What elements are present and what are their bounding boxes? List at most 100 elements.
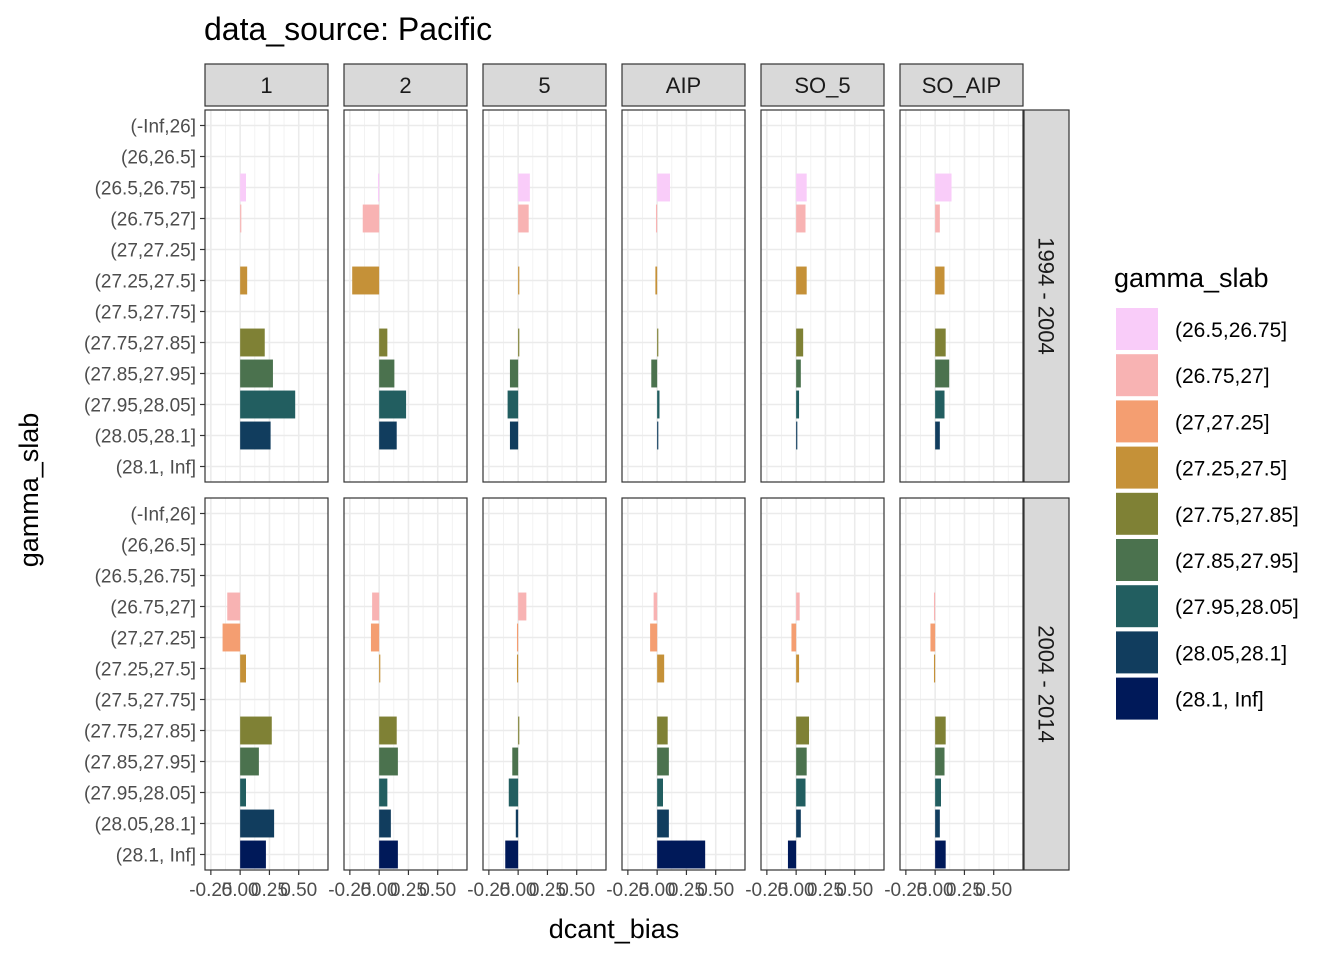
y-tick-label: (28.05,28.1] xyxy=(95,427,196,448)
x-tick-label: -0.25 xyxy=(745,880,788,901)
bar-(26.75,27] xyxy=(796,592,800,621)
bar-(27,27.25] xyxy=(222,623,241,652)
legend-label: (28.05,28.1] xyxy=(1175,642,1287,665)
panel-background xyxy=(761,110,884,482)
panel-border xyxy=(621,109,746,483)
y-tick-label: (28.1, Inf] xyxy=(116,458,196,479)
bar-(27.95,28.05] xyxy=(657,390,660,419)
bar-(26.75,27] xyxy=(796,204,806,233)
facet-panel xyxy=(343,497,468,871)
y-tick-label: (27,27.25] xyxy=(110,241,196,262)
panel-border xyxy=(482,497,607,871)
facet-panel xyxy=(482,109,607,483)
bar-(27.25,27.5] xyxy=(352,266,380,295)
x-tick-label: 0.25 xyxy=(251,880,288,901)
bar-(27.75,27.85] xyxy=(379,716,397,745)
bar-(28.05,28.1] xyxy=(796,809,801,838)
y-tick-label: (27.95,28.05] xyxy=(84,784,196,805)
legend-key xyxy=(1116,354,1158,397)
facet-strip-col-0 xyxy=(204,63,329,107)
bar-(27.95,28.05] xyxy=(240,778,246,807)
panel-border xyxy=(760,109,885,483)
facet-panel xyxy=(204,497,329,871)
panel-background xyxy=(344,110,467,482)
bar-(27,27.25] xyxy=(650,623,658,652)
bar-(28.05,28.1] xyxy=(935,421,940,450)
bar-(28.05,28.1] xyxy=(796,421,798,450)
bar-(26.75,27] xyxy=(935,204,940,233)
x-tick-label: 0.50 xyxy=(836,880,873,901)
bar-(27.75,27.85] xyxy=(240,716,272,745)
bar-(27.25,27.5] xyxy=(240,654,246,683)
x-tick-label: -0.25 xyxy=(884,880,927,901)
bar-(26.75,27] xyxy=(240,204,242,233)
legend-label: (27.95,28.05] xyxy=(1175,596,1299,619)
bar-(26.5,26.75] xyxy=(377,173,380,202)
bar-(26.75,27] xyxy=(518,204,529,233)
bar-(26.75,27] xyxy=(933,592,936,621)
x-tick-label: 0.25 xyxy=(390,880,427,901)
x-tick-label: 0.25 xyxy=(668,880,705,901)
facet-panel xyxy=(204,109,329,483)
panel-border xyxy=(760,497,885,871)
bar-(27.85,27.95] xyxy=(796,747,807,776)
bar-(26.75,27] xyxy=(518,592,527,621)
x-tick-label: 0.50 xyxy=(558,880,595,901)
facet-strip-label: SO_AIP xyxy=(922,73,1001,98)
facet-panel xyxy=(760,109,885,483)
legend-label: (27.75,27.85] xyxy=(1175,504,1299,527)
legend-key xyxy=(1116,631,1158,674)
facet-strip-label: 1994 - 2004 xyxy=(1034,237,1059,354)
bar-(27.85,27.95] xyxy=(240,747,259,776)
panel-border xyxy=(204,497,329,871)
bar-(26.75,27] xyxy=(227,592,241,621)
facet-panel xyxy=(899,109,1024,483)
bar-(27,27.25] xyxy=(791,623,797,652)
bar-(26.5,26.75] xyxy=(657,173,671,202)
bar-(26.75,27] xyxy=(362,204,380,233)
bar-(28.05,28.1] xyxy=(509,421,519,450)
panel-border xyxy=(899,497,1024,871)
facet-strip-col-2 xyxy=(482,63,607,107)
legend-label: (27,27.25] xyxy=(1175,411,1270,434)
panel-background xyxy=(622,498,745,870)
bar-(27.75,27.85] xyxy=(935,716,946,745)
facet-strip-label: SO_5 xyxy=(794,73,850,98)
bar-(27.75,27.85] xyxy=(796,716,810,745)
facet-strip-label: 1 xyxy=(260,73,272,98)
y-tick-label: (-Inf,26] xyxy=(131,505,196,526)
x-tick-label: 0.00 xyxy=(778,880,815,901)
legend: (26.5,26.75] (26.75,27] (27,27.25] (27.25,2… xyxy=(1116,308,1299,720)
x-tick-label: 0.50 xyxy=(975,880,1012,901)
legend-label: (27.85,27.95] xyxy=(1175,550,1299,573)
facet-panels: 1 2 5 AIP SO_5 SO_AIP 1994 - 2004 2004 - 2014 (-… xyxy=(84,63,1070,901)
y-tick-label: (26.5,26.75] xyxy=(95,179,196,200)
legend-label: (26.75,27] xyxy=(1175,365,1270,388)
bar-(27.95,28.05] xyxy=(657,778,663,807)
bar-(27.25,27.5] xyxy=(655,266,658,295)
legend-label: (27.25,27.5] xyxy=(1175,458,1287,481)
y-tick-label: (26.75,27] xyxy=(110,598,196,619)
x-tick-label: 0.00 xyxy=(361,880,398,901)
x-tick-label: 0.25 xyxy=(946,880,983,901)
facet-strip-label: 2 xyxy=(399,73,411,98)
bar-(28.05,28.1] xyxy=(240,421,271,450)
x-axis-title: dcant_bias xyxy=(549,914,680,944)
bar-(27.85,27.95] xyxy=(240,359,273,388)
panel-border xyxy=(204,109,329,483)
legend-key xyxy=(1116,492,1158,535)
bar-(27.75,27.85] xyxy=(518,716,520,745)
bar-(27.75,27.85] xyxy=(657,328,659,357)
panel-background xyxy=(900,110,1023,482)
y-tick-label: (26.5,26.75] xyxy=(95,567,196,588)
y-tick-label: (28.05,28.1] xyxy=(95,815,196,836)
bar-(27.85,27.95] xyxy=(512,747,519,776)
bar-(26.5,26.75] xyxy=(518,173,530,202)
facet-strip-label: 2004 - 2014 xyxy=(1034,625,1059,742)
bar-(28.05,28.1] xyxy=(935,809,940,838)
bar-(27.25,27.5] xyxy=(516,654,519,683)
panel-background xyxy=(483,110,606,482)
facet-strip-col-5 xyxy=(899,63,1024,107)
bar-(26.5,26.75] xyxy=(240,173,246,202)
bar-(28.1, Inf] xyxy=(505,840,519,869)
